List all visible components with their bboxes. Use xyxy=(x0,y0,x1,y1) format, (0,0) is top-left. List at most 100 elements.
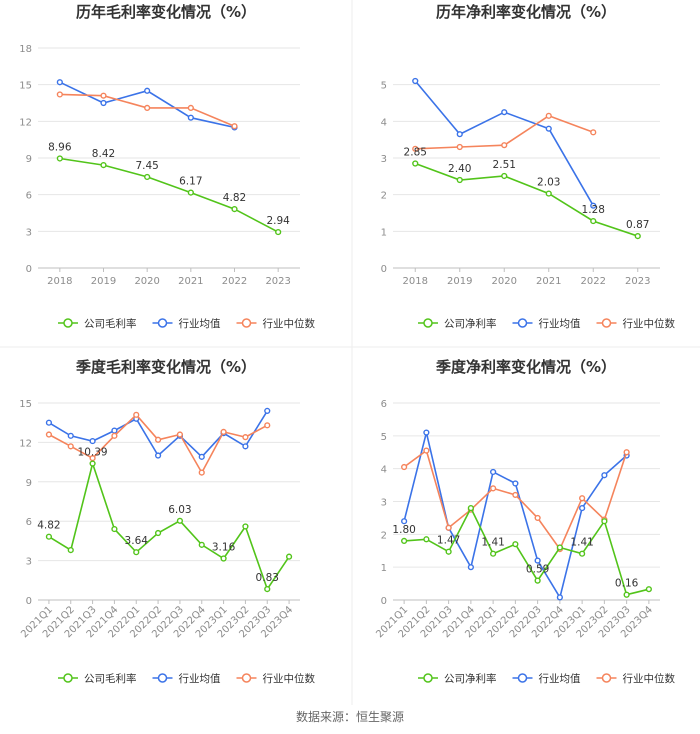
chart-panel-1: 历年毛利率变化情况（%） 0 3 6 9 12 15 18 2018 2019 2020 2021 20… xyxy=(19,3,315,330)
y-tick-label: 0 xyxy=(26,264,32,275)
data-point xyxy=(231,205,238,213)
x-tick-label: 2023 xyxy=(625,276,650,287)
series-line xyxy=(48,460,290,591)
data-point xyxy=(100,92,107,99)
legend-item: 公司净利率 xyxy=(418,317,497,330)
y-tick-label: 3 xyxy=(381,498,387,509)
data-point xyxy=(423,536,430,543)
y-tick-label: 4 xyxy=(381,117,387,128)
data-point xyxy=(556,594,563,601)
data-label: 1.47 xyxy=(437,535,460,547)
data-label: 0.59 xyxy=(526,564,549,576)
data-point xyxy=(198,541,205,548)
data-label: 6.17 xyxy=(179,176,202,188)
data-point xyxy=(100,161,107,169)
legend-marker xyxy=(601,673,612,683)
legend-marker xyxy=(423,673,433,683)
x-tick-label: 2021 xyxy=(178,276,203,287)
data-point xyxy=(187,104,194,111)
chart-panel-2: 历年净利率变化情况（%） 0 1 2 3 4 5 2018 2019 2020 2021 2022 20… xyxy=(381,3,676,330)
data-point xyxy=(67,432,74,439)
data-point xyxy=(545,125,552,132)
data-point xyxy=(412,145,419,152)
y-tick-label: 3 xyxy=(26,227,32,238)
series-company: 4.82 10.39 3.64 6.03 3.16 0.83 xyxy=(37,447,293,593)
legend: 公司净利率 行业均值 行业中位数 xyxy=(418,672,675,685)
x-tick-label: 2021 xyxy=(536,276,561,287)
data-point xyxy=(412,77,419,85)
data-label: 3.16 xyxy=(212,541,236,553)
legend-item: 行业中位数 xyxy=(596,672,675,685)
data-point xyxy=(56,79,63,86)
data-label: 0.83 xyxy=(256,572,279,584)
legend-label: 行业中位数 xyxy=(263,317,316,330)
data-label: 1.80 xyxy=(392,524,415,536)
legend: 公司毛利率 行业均值 行业中位数 xyxy=(58,672,315,685)
y-tick-label: 12 xyxy=(19,117,32,128)
y-tick-label: 0 xyxy=(381,596,387,607)
series-company: 2.85 2.40 2.51 2.03 1.28 0.87 xyxy=(404,147,649,240)
data-point xyxy=(45,431,53,438)
data-label: 10.39 xyxy=(78,447,108,459)
series-industry-median xyxy=(56,91,238,130)
data-point xyxy=(45,419,53,426)
series-line xyxy=(415,162,639,237)
data-point xyxy=(501,172,508,180)
legend-item: 行业中位数 xyxy=(236,317,316,330)
y-tick-label: 5 xyxy=(381,81,387,92)
chart-title: 季度净利率变化情况（%） xyxy=(436,358,616,376)
data-point xyxy=(467,504,474,512)
series-industry-mean xyxy=(45,407,271,460)
data-point xyxy=(67,546,74,554)
legend-label: 行业均值 xyxy=(179,672,221,685)
data-label: 6.03 xyxy=(168,504,191,516)
legend-item: 行业均值 xyxy=(152,317,221,330)
data-point xyxy=(220,428,227,435)
data-point xyxy=(154,529,162,537)
data-point xyxy=(579,495,586,502)
chart-panel-3: 季度毛利率变化情况（%）036912152021Q12021Q22021Q320… xyxy=(19,358,315,685)
legend-item: 公司毛利率 xyxy=(58,317,137,330)
data-label: 7.45 xyxy=(135,160,158,172)
y-tick-label: 1 xyxy=(381,227,387,238)
data-point xyxy=(133,411,140,418)
data-point xyxy=(501,142,508,149)
data-point xyxy=(456,131,463,138)
data-point xyxy=(220,555,227,562)
legend-label: 公司毛利率 xyxy=(84,317,137,330)
data-point xyxy=(645,586,652,593)
data-point xyxy=(545,112,552,119)
x-tick-label: 2022 xyxy=(581,276,606,287)
legend-marker xyxy=(157,318,168,328)
y-tick-label: 0 xyxy=(26,596,32,607)
data-point xyxy=(579,504,586,512)
data-point xyxy=(176,431,184,438)
chart-panel-4: 季度净利率变化情况（%）01234562021Q12021Q22021Q3202… xyxy=(374,358,675,685)
data-point xyxy=(56,91,63,98)
data-point xyxy=(601,472,608,479)
legend-marker xyxy=(601,318,612,328)
data-point xyxy=(601,518,608,525)
data-point xyxy=(144,173,151,181)
data-label: 0.87 xyxy=(626,219,649,231)
data-point xyxy=(111,427,118,434)
data-point xyxy=(198,453,205,460)
y-tick-label: 3 xyxy=(26,557,32,568)
data-point xyxy=(534,557,541,564)
series-industry-mean xyxy=(412,77,597,209)
legend-marker xyxy=(517,318,528,328)
legend-item: 行业均值 xyxy=(512,672,581,685)
data-label: 2.40 xyxy=(448,163,471,175)
data-label: 1.41 xyxy=(481,537,504,549)
data-point xyxy=(133,549,140,556)
legend-label: 行业均值 xyxy=(179,317,221,330)
data-label: 2.51 xyxy=(493,159,516,171)
y-tick-label: 12 xyxy=(19,438,32,449)
y-tick-label: 3 xyxy=(381,154,387,165)
y-tick-label: 9 xyxy=(26,478,32,489)
data-point xyxy=(198,469,205,476)
data-label: 4.82 xyxy=(37,520,60,532)
legend-marker xyxy=(423,318,433,328)
legend-item: 行业均值 xyxy=(512,317,581,330)
